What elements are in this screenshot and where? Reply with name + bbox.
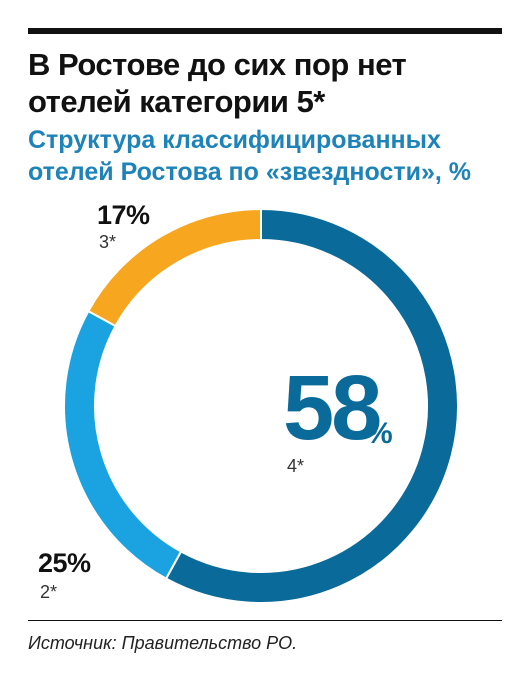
donut-slice-2 — [63, 309, 183, 580]
slice-label-4star-unit: % — [366, 417, 393, 450]
donut-slice-3 — [87, 207, 262, 328]
top-rule — [28, 28, 502, 34]
slice-label-4star-value: 58 — [283, 357, 382, 459]
donut-slice-1 — [164, 207, 459, 604]
source-rule — [28, 620, 502, 621]
chart-subtitle: Структура классифицированных отелей Рост… — [28, 126, 472, 186]
slice-label-3star-category: 3* — [99, 232, 117, 252]
slice-label-2star-value: 25% — [38, 548, 91, 578]
slice-label-2star-category: 2* — [40, 582, 58, 602]
slice-label-4star-category: 4* — [287, 456, 305, 476]
chart-title: В Ростове до сих пор нет отелей категори… — [28, 47, 407, 119]
source-note: Источник: Правительство РО. — [28, 633, 298, 653]
slice-label-3star-value: 17% — [97, 200, 150, 230]
